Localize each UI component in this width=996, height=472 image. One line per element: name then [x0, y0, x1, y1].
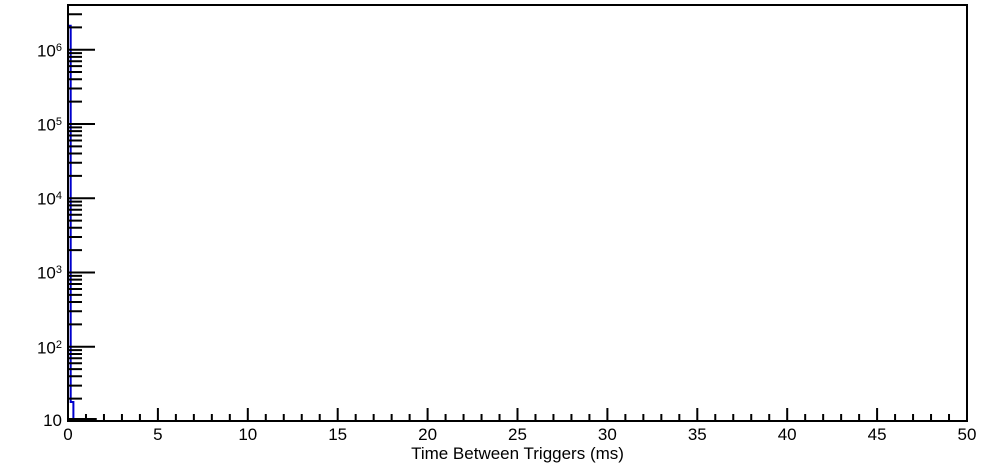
y-tick-label: 102: [36, 338, 62, 358]
x-tick-label: 30: [597, 425, 617, 444]
x-tick-label: 35: [687, 425, 707, 444]
x-tick-label: 15: [328, 425, 348, 444]
x-tick-label: 0: [63, 425, 73, 444]
x-axis-major-ticks: [67, 408, 968, 421]
y-tick-label: 103: [36, 264, 62, 284]
y-tick-label: 106: [36, 41, 62, 61]
x-tick-label: 40: [777, 425, 797, 444]
y-tick-label: 104: [36, 189, 62, 209]
x-tick-label: 45: [867, 425, 887, 444]
y-tick-label: 105: [36, 115, 62, 135]
x-tick-label: 50: [957, 425, 977, 444]
y-axis-minor-ticks: [68, 4, 82, 400]
x-tick-label: 10: [238, 425, 258, 444]
x-axis-minor-ticks: [84, 414, 951, 421]
x-tick-label: 5: [153, 425, 163, 444]
x-axis-title: Time Between Triggers (ms): [411, 444, 624, 463]
plot-frame: [67, 4, 968, 422]
y-tick-label: 10: [43, 411, 62, 430]
y-axis-major-ticks: [68, 48, 95, 422]
x-tick-label: 20: [418, 425, 438, 444]
x-tick-label: 25: [508, 425, 527, 444]
